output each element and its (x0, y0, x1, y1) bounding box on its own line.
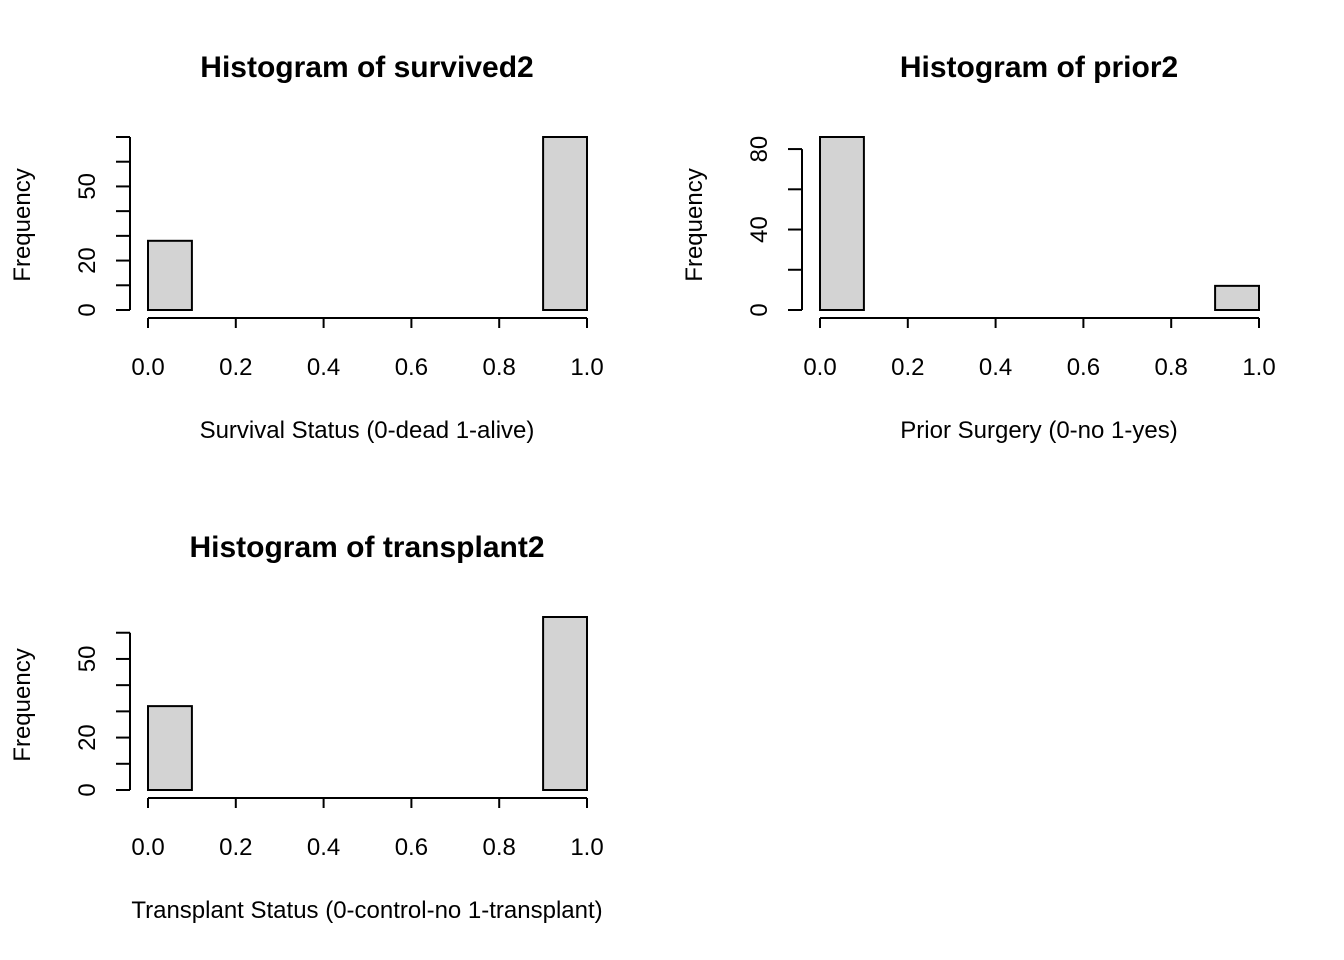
x-tick-label: 0.6 (395, 354, 428, 381)
y-axis: 0 20 50 (74, 631, 131, 797)
x-tick-label: 0.6 (395, 834, 428, 861)
y-tick-label: 40 (746, 216, 773, 243)
histogram-bar (542, 616, 588, 791)
x-tick-label: 0.6 (1067, 354, 1100, 381)
y-axis-label: Frequency (9, 648, 36, 761)
x-tick-label: 0.4 (979, 354, 1012, 381)
x-axis: 0.0 0.2 0.4 0.6 0.8 1.0 (131, 797, 604, 861)
panel-prior2: Histogram of prior2 Prior Surgery (0-no … (681, 51, 1276, 444)
histogram-bar (819, 136, 865, 311)
x-tick-label: 1.0 (570, 354, 603, 381)
x-tick-label: 1.0 (570, 834, 603, 861)
x-tick-label: 0.0 (131, 834, 164, 861)
x-tick-label: 0.0 (131, 354, 164, 381)
y-tick-label: 80 (746, 136, 773, 163)
bars (147, 136, 588, 311)
x-tick-label: 0.2 (891, 354, 924, 381)
y-tick-label: 50 (74, 646, 101, 673)
x-axis-label: Prior Surgery (0-no 1-yes) (900, 417, 1177, 444)
y-tick-label: 20 (74, 247, 101, 274)
bars (819, 136, 1260, 312)
x-tick-label: 0.8 (1155, 354, 1188, 381)
chart-title: Histogram of survived2 (200, 51, 533, 84)
y-axis-label: Frequency (681, 168, 708, 281)
x-axis: 0.0 0.2 0.4 0.6 0.8 1.0 (131, 317, 604, 381)
x-tick-label: 0.2 (219, 354, 252, 381)
x-tick-label: 0.4 (307, 354, 340, 381)
x-axis: 0.0 0.2 0.4 0.6 0.8 1.0 (803, 317, 1276, 381)
x-tick-label: 1.0 (1242, 354, 1275, 381)
x-tick-label: 0.2 (219, 834, 252, 861)
bars (147, 616, 588, 791)
x-axis-label: Survival Status (0-dead 1-alive) (200, 417, 535, 444)
y-axis-label: Frequency (9, 168, 36, 281)
y-tick-label: 0 (74, 783, 101, 796)
y-axis: 0 40 80 (746, 136, 803, 317)
histogram-bar (1214, 284, 1260, 312)
x-tick-label: 0.8 (483, 354, 516, 381)
histogram-bar (147, 705, 193, 791)
histogram-bar (147, 239, 193, 311)
y-tick-label: 0 (74, 303, 101, 316)
x-tick-label: 0.0 (803, 354, 836, 381)
x-tick-label: 0.4 (307, 834, 340, 861)
chart-title: Histogram of prior2 (900, 51, 1178, 84)
x-tick-label: 0.8 (483, 834, 516, 861)
panel-survived2: Histogram of survived2 Survival Status (… (9, 51, 604, 444)
x-axis-label: Transplant Status (0-control-no 1-transp… (131, 897, 602, 924)
panel-transplant2: Histogram of transplant2 Transplant Stat… (9, 531, 604, 924)
y-tick-label: 0 (746, 303, 773, 316)
y-axis: 0 20 50 (74, 136, 131, 317)
histogram-bar (542, 136, 588, 311)
chart-title: Histogram of transplant2 (189, 531, 544, 564)
y-tick-label: 20 (74, 724, 101, 751)
y-tick-label: 50 (74, 173, 101, 200)
